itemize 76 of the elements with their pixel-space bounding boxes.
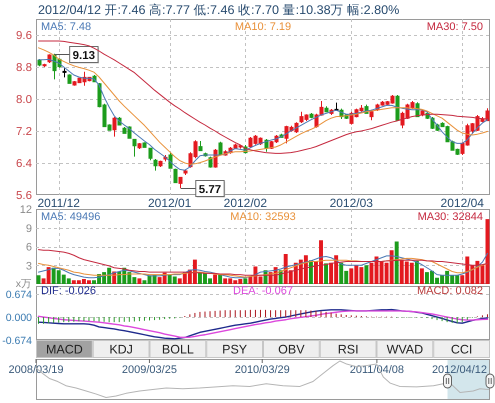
y-tick-label: 12 xyxy=(20,204,32,216)
candlestick xyxy=(67,74,72,84)
candlestick xyxy=(178,176,183,189)
candlestick xyxy=(309,112,314,119)
bar xyxy=(137,278,142,284)
y-tick-label: 9 xyxy=(26,222,32,235)
candlestick xyxy=(369,109,374,121)
bar xyxy=(364,265,368,284)
x-tick-label: 2012/04 xyxy=(440,196,484,210)
line-series xyxy=(38,258,488,278)
annotation: 9.13 xyxy=(72,50,96,62)
candlestick xyxy=(148,147,153,161)
text: CCI xyxy=(450,342,472,356)
x-tick-label: 2009/03/25 xyxy=(122,364,177,376)
y-tick-label: 8.0 xyxy=(16,94,32,106)
text: WVAD xyxy=(386,342,424,356)
text: DIF: -0.026 xyxy=(41,285,96,297)
text: KDJ xyxy=(109,342,133,356)
y-tick-label: 0.000 xyxy=(6,312,32,324)
bar xyxy=(414,260,419,284)
text: PSY xyxy=(222,342,248,356)
candlestick xyxy=(198,140,203,152)
bar xyxy=(420,268,424,284)
text: MA30: 32844 xyxy=(418,211,483,223)
bar xyxy=(218,274,222,284)
candlestick xyxy=(168,152,173,169)
y-tick-label: -0.674 xyxy=(2,335,32,347)
bar xyxy=(213,274,218,284)
x-tick-label: 2011/04/08 xyxy=(350,364,404,376)
text: MA30: 7.50 xyxy=(426,21,483,33)
candlestick xyxy=(142,142,147,148)
series-label: MACD: 0.082 xyxy=(416,285,483,297)
candlestick xyxy=(158,160,163,168)
candlestick xyxy=(137,142,142,150)
y-tick-label: 6.4 xyxy=(16,158,33,170)
candlestick xyxy=(62,68,67,78)
bar xyxy=(324,263,328,284)
text: MA5: 7.48 xyxy=(41,21,92,33)
x-tick-label: 2012/02 xyxy=(224,196,268,210)
text: RSI xyxy=(338,342,359,356)
x-tick-label: 2008/03/19 xyxy=(8,364,64,376)
bar xyxy=(243,278,248,284)
y-tick-label: 8.8 xyxy=(16,62,32,74)
candlestick xyxy=(37,58,42,67)
chart-title: 2012/04/12 开:7.46 高:7.77 低:7.46 收:7.70 量:10.38万 幅:2.80% xyxy=(38,2,400,17)
candlestick xyxy=(324,106,329,112)
y-tick-label: 9.6 xyxy=(16,30,32,42)
text: MA5: 49496 xyxy=(41,211,100,223)
text: BOLL xyxy=(162,342,194,356)
y-tick-label: 5.6 xyxy=(16,190,32,202)
text: MA10: 7.19 xyxy=(234,21,292,33)
x-tick-label: 2012/03 xyxy=(330,196,374,210)
bar xyxy=(36,275,40,284)
bar xyxy=(394,242,399,284)
y-axis-title: x万 xyxy=(16,278,32,290)
series-label: DEA: -0.067 xyxy=(233,285,293,297)
candlestick xyxy=(112,116,117,138)
annotation: 2012/04/12 xyxy=(432,364,487,376)
y-tick-label: 3 xyxy=(26,260,32,272)
y-tick-label: 7.2 xyxy=(16,126,32,138)
text: OBV xyxy=(278,342,306,356)
x-tick-label: 2011/12 xyxy=(37,196,80,210)
candlestick xyxy=(173,168,178,184)
text: MA10: 32593 xyxy=(230,211,296,223)
candlestick xyxy=(183,168,188,176)
y-tick-label: 6 xyxy=(26,242,32,254)
candlestick xyxy=(42,63,47,68)
candlestick xyxy=(218,141,223,156)
x-tick-label: 2012/01 xyxy=(148,196,192,210)
candlestick xyxy=(132,138,137,158)
y-tick-label: 0.674 xyxy=(6,289,32,302)
annotation: 5.77 xyxy=(198,184,222,196)
x-tick-label: 2010/03/29 xyxy=(234,364,290,376)
candlestick xyxy=(153,158,158,172)
text: MACD xyxy=(46,342,83,356)
candlestick xyxy=(395,94,400,122)
